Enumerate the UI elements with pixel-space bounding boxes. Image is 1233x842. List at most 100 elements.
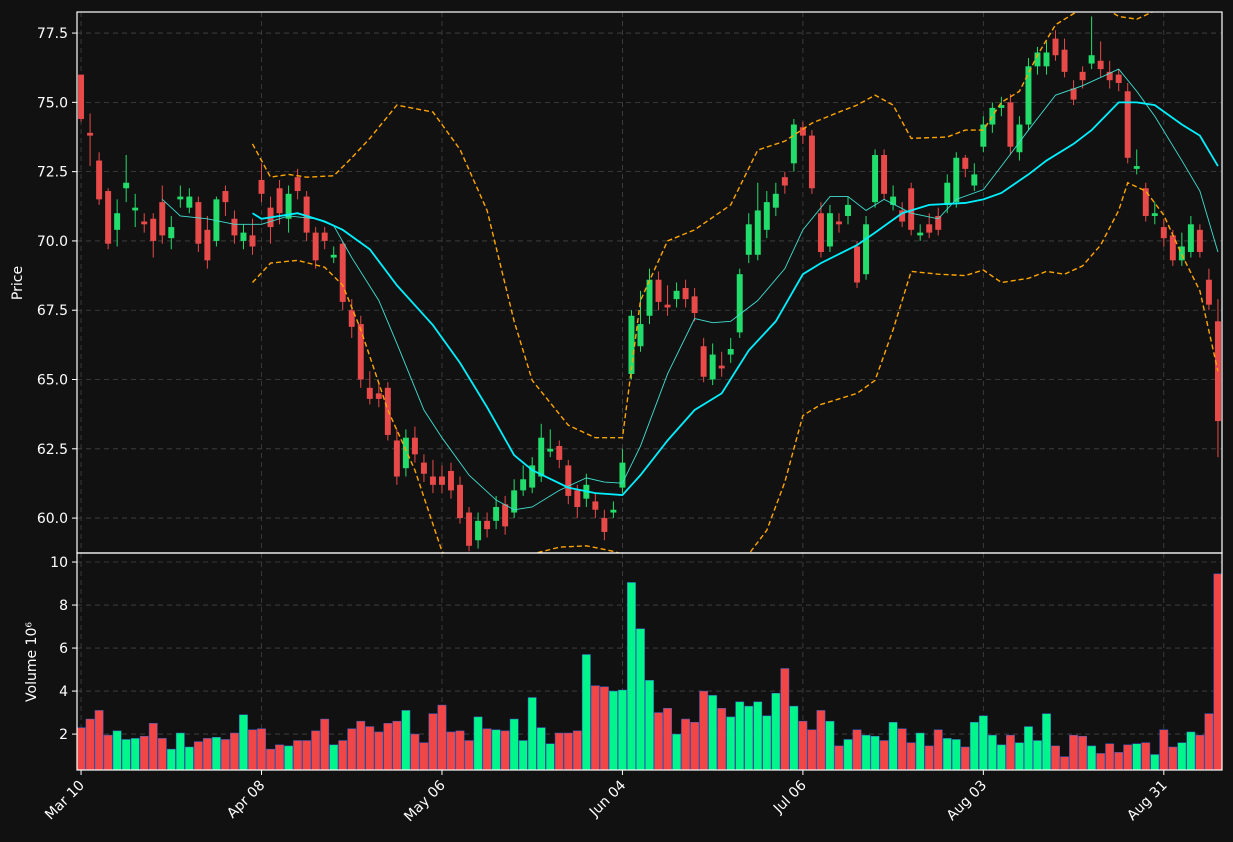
candle-body: [1088, 55, 1095, 64]
candle-body: [926, 224, 933, 233]
volume-bar: [1132, 743, 1142, 770]
candle-body: [411, 437, 418, 455]
candle-body: [980, 124, 987, 147]
volume-bar: [202, 738, 212, 770]
candle-body: [493, 506, 500, 521]
candle-body: [944, 182, 951, 205]
volume-bar: [374, 731, 384, 770]
candle-body: [691, 296, 698, 313]
candle-body: [1169, 235, 1176, 261]
volume-bar: [365, 726, 375, 770]
candle-body: [664, 304, 671, 308]
candle-body: [1016, 124, 1023, 153]
volume-bar: [248, 729, 257, 770]
volume-bar: [85, 718, 95, 770]
volume-bar: [690, 722, 700, 770]
volume-bar: [897, 728, 907, 770]
candle-body: [123, 182, 130, 189]
volume-bar: [987, 734, 997, 770]
volume-bar: [275, 744, 284, 770]
volume-bar: [175, 732, 185, 770]
candle-body: [195, 202, 202, 244]
candle-body: [718, 365, 725, 369]
volume-bar: [1159, 729, 1169, 770]
volume-bar: [266, 748, 275, 770]
candle-body: [989, 107, 996, 125]
volume-bar: [230, 732, 239, 770]
candle-body: [754, 210, 761, 255]
moving-average: [161, 68, 1219, 511]
volume-bar: [1141, 742, 1151, 770]
volume-bar: [536, 727, 546, 770]
volume-bar: [618, 689, 627, 770]
volume-bar: [942, 738, 952, 770]
candle-body: [303, 196, 310, 233]
volume-bar: [1168, 746, 1178, 770]
volume-bar: [1204, 713, 1214, 770]
candle-body: [547, 448, 554, 452]
candle-body: [917, 232, 924, 236]
candle-body: [1124, 91, 1131, 158]
volume-bar: [969, 722, 979, 770]
candle-body: [240, 232, 247, 241]
y-tick-label: 10: [50, 555, 68, 571]
volume-bar: [951, 739, 961, 770]
volume-bar: [825, 720, 835, 770]
volume-bar: [645, 680, 654, 770]
y-tick-label: 4: [59, 684, 68, 700]
volume-bar: [726, 716, 736, 770]
volume-bar: [744, 705, 754, 770]
candle-body: [249, 235, 256, 247]
candle-body: [817, 213, 824, 253]
volume-bar: [157, 738, 167, 770]
candle-body: [619, 462, 626, 488]
volume-bar: [1078, 735, 1087, 770]
y-tick-label: 6: [59, 641, 68, 657]
volume-bar: [572, 730, 582, 770]
candle-body: [168, 227, 175, 239]
volume-bar: [545, 743, 555, 770]
y-tick-label: 72.5: [37, 165, 68, 181]
volume-bar: [780, 668, 790, 770]
candle-body: [655, 279, 662, 302]
candle-body: [1070, 88, 1077, 100]
volume-bar: [491, 729, 501, 770]
y-tick-label: 62.5: [37, 442, 68, 458]
candle-body: [1097, 60, 1104, 70]
candle-body: [1079, 71, 1086, 81]
candle-body: [1196, 229, 1203, 253]
volume-bar: [410, 733, 420, 770]
y-tick-label: 65.0: [37, 373, 68, 389]
candle-body: [1007, 102, 1014, 147]
candle-body: [872, 155, 879, 203]
volume-bar: [554, 732, 564, 770]
candle-body: [908, 188, 915, 230]
candle-body: [709, 354, 716, 380]
volume-bar: [221, 739, 230, 770]
volume-bar: [843, 739, 853, 770]
candle-body: [502, 504, 509, 527]
volume-bar: [77, 727, 86, 770]
candle-body: [610, 509, 617, 513]
volume-bar: [906, 742, 916, 770]
candle-body: [935, 215, 942, 230]
volume-bar: [347, 728, 357, 770]
volume-bar: [94, 710, 104, 770]
volume-bar: [1060, 756, 1069, 770]
candle-body: [799, 127, 806, 136]
volume-bar: [166, 748, 176, 770]
volume-bar: [392, 720, 402, 770]
volume-bar: [708, 695, 718, 770]
candle-body: [1061, 49, 1068, 72]
volume-bar: [473, 716, 483, 770]
band-line: [251, 12, 1155, 439]
volume-bar: [672, 733, 681, 770]
candle-body: [592, 501, 599, 510]
candle-body: [1151, 213, 1158, 216]
volume-bar: [1123, 744, 1133, 770]
volume-bar: [654, 712, 663, 770]
candle-body: [429, 476, 436, 485]
volume-bar: [599, 686, 609, 770]
candle-body: [808, 135, 815, 189]
candle-body: [438, 476, 445, 485]
